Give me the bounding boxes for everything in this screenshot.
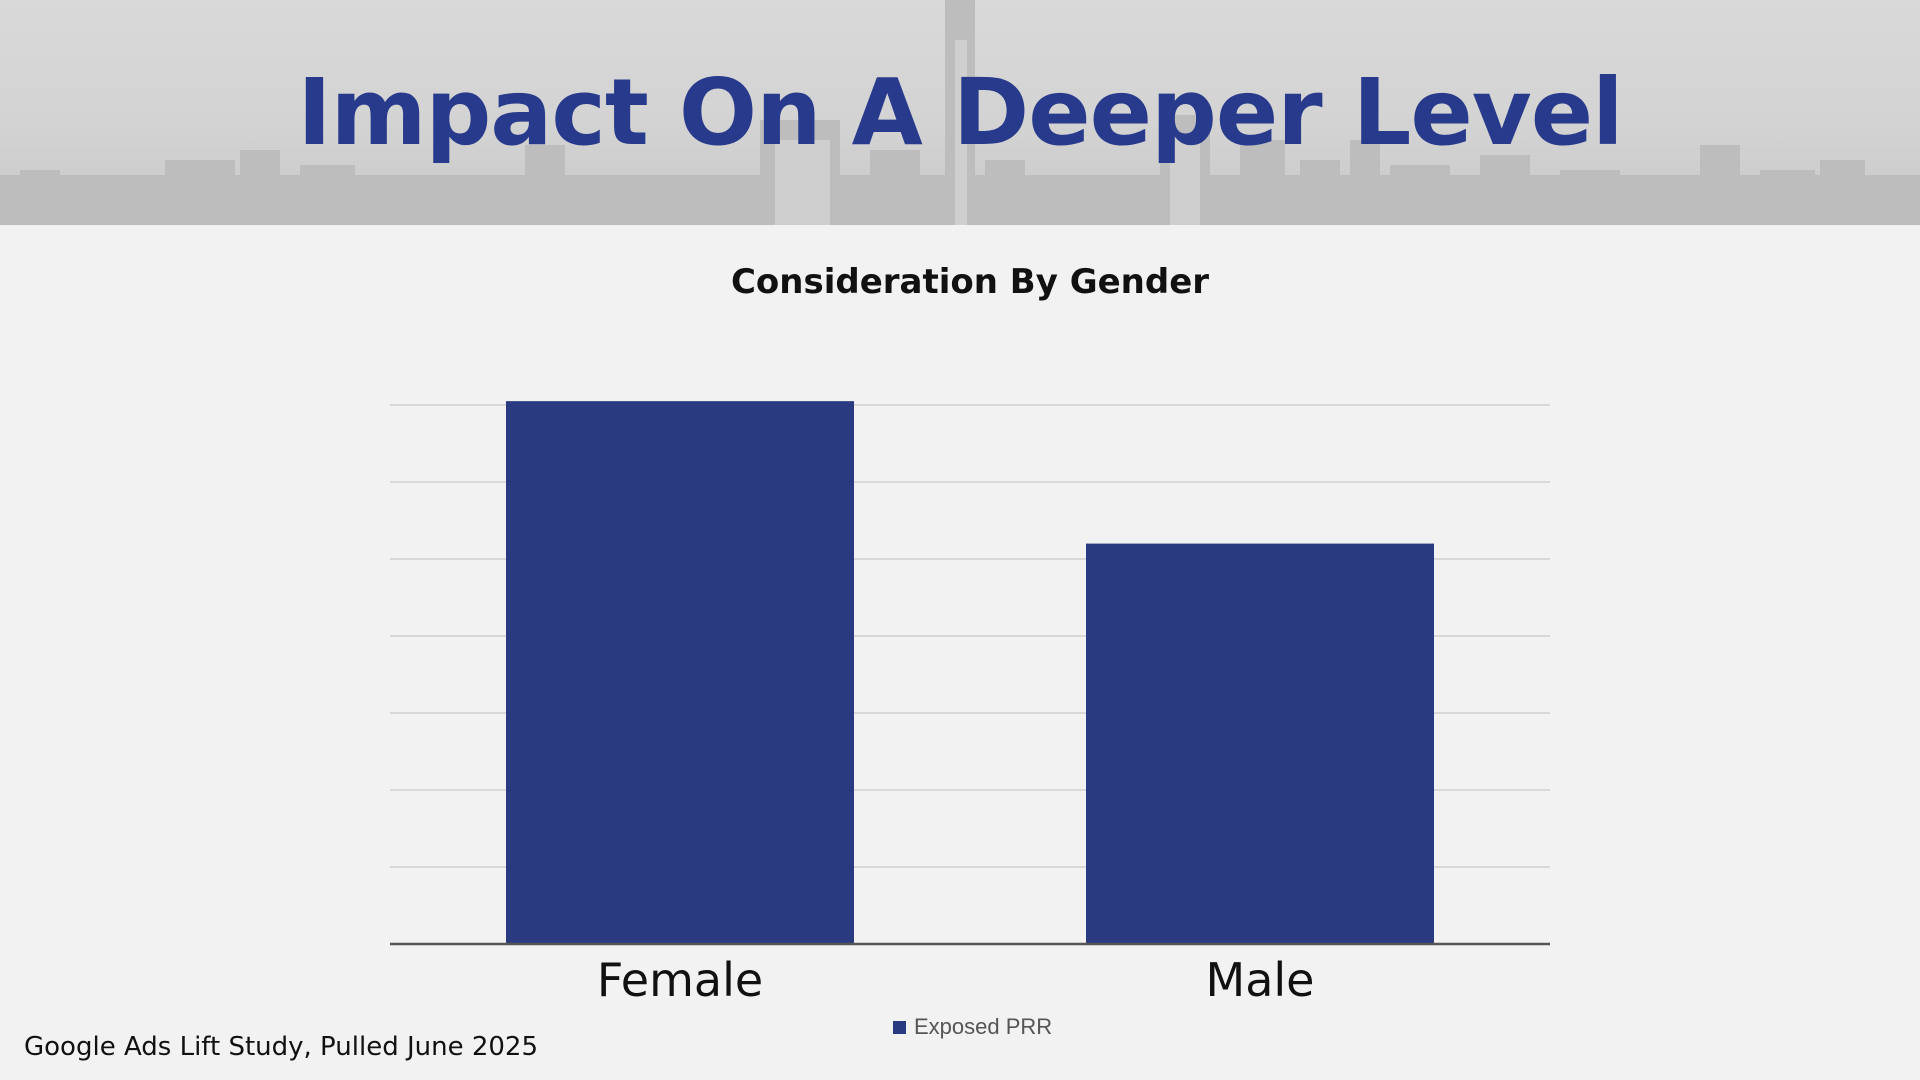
- category-label-male: Male: [1206, 953, 1315, 1007]
- header-banner: Impact On A Deeper Level: [0, 0, 1920, 225]
- legend-swatch-exposed-prr: [893, 1020, 906, 1034]
- city-skyline-image: [0, 0, 1920, 225]
- chart-title: Consideration By Gender: [730, 262, 1210, 302]
- slide-title: Impact On A Deeper Level: [297, 59, 1623, 166]
- chart-legend: Exposed PRR: [893, 1014, 1052, 1040]
- source-note: Google Ads Lift Study, Pulled June 2025: [24, 1032, 539, 1062]
- category-labels: Female Male: [597, 953, 1315, 1007]
- bars: [506, 401, 1434, 944]
- category-label-female: Female: [597, 953, 763, 1007]
- bar-female: [506, 401, 854, 944]
- bar-male: [1086, 543, 1434, 944]
- legend-label-exposed-prr: Exposed PRR: [914, 1014, 1053, 1039]
